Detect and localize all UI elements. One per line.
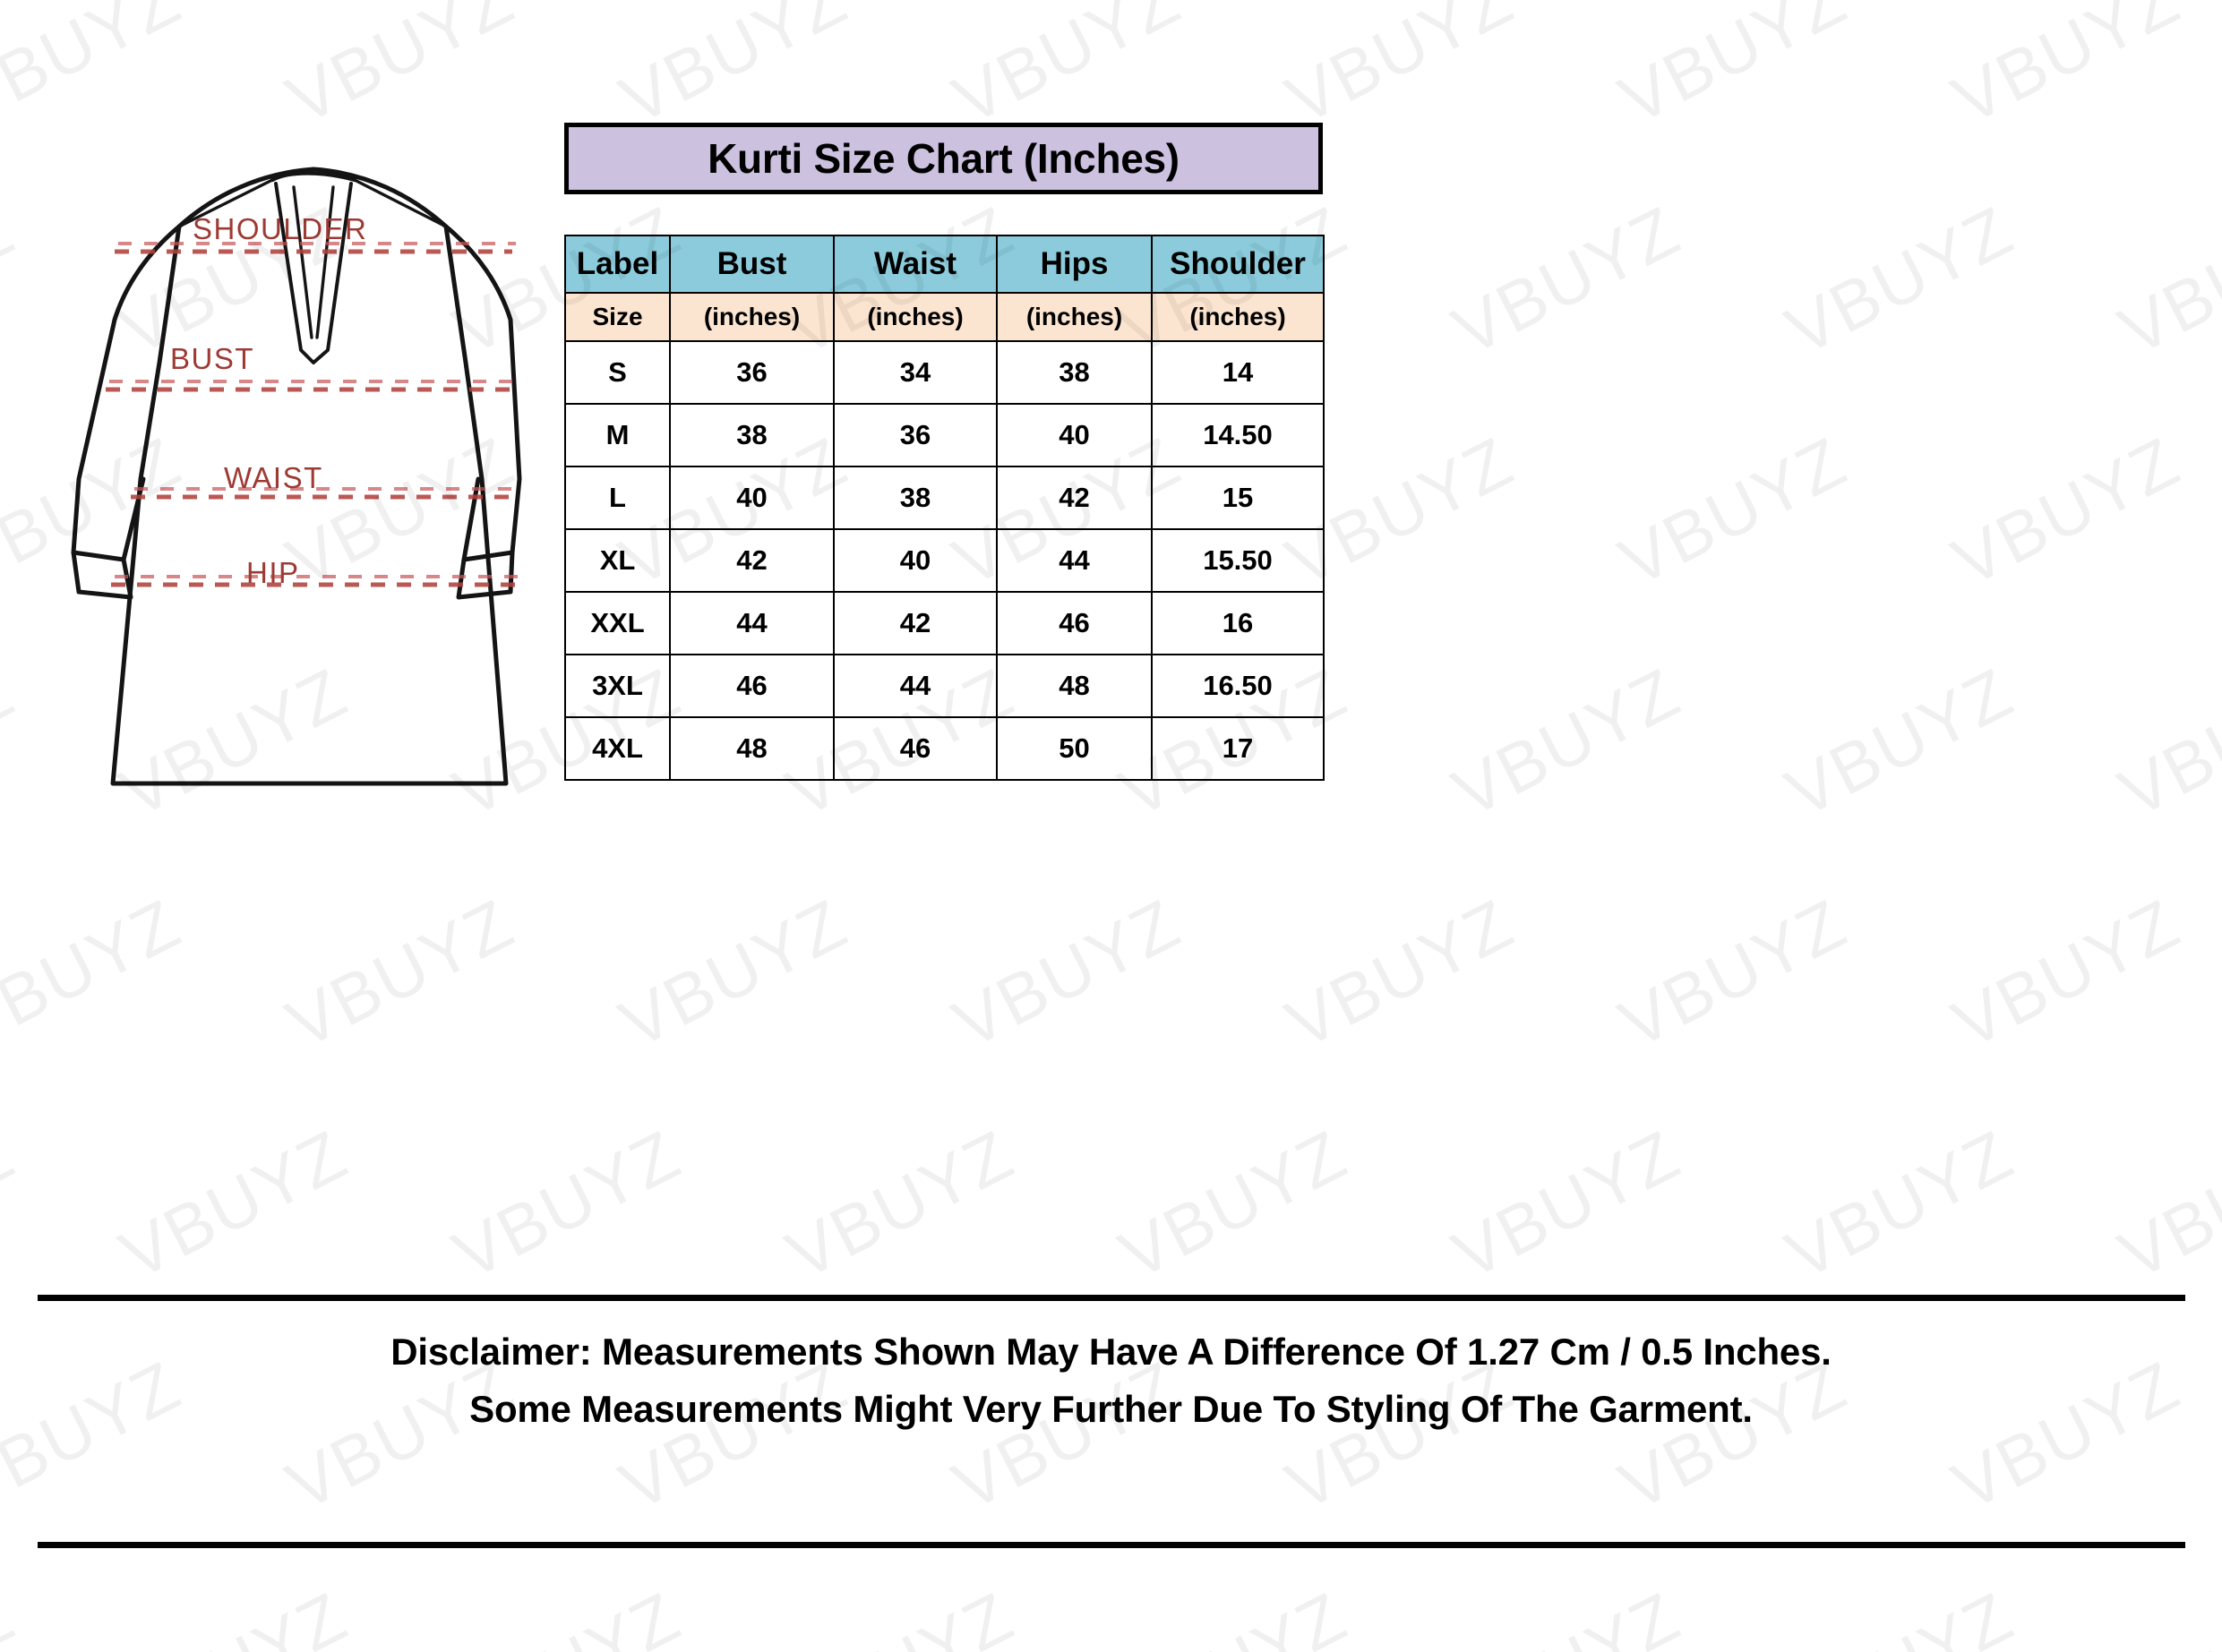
- cell-shoulder: 15.50: [1151, 528, 1325, 593]
- page-title: Kurti Size Chart (Inches): [708, 135, 1180, 182]
- cell-bust: 48: [669, 716, 835, 781]
- table-row: M 38 36 40 14.50: [564, 403, 1325, 467]
- table-row: XL 42 40 44 15.50: [564, 528, 1325, 593]
- cell-bust: 40: [669, 466, 835, 530]
- measure-label-hip: HIP: [246, 556, 300, 589]
- table-row: L 40 38 42 15: [564, 466, 1325, 530]
- cell-shoulder: 15: [1151, 466, 1325, 530]
- cell-waist: 40: [833, 528, 998, 593]
- table-header-row: Label Bust Waist Hips Shoulder: [564, 235, 1325, 294]
- column-header-label: Label: [564, 235, 671, 294]
- divider-bottom: [38, 1542, 2185, 1548]
- cell-hips: 50: [996, 716, 1153, 781]
- table-row: S 36 34 38 14: [564, 340, 1325, 405]
- subheader-bust-units: (inches): [669, 292, 835, 342]
- cell-waist: 34: [833, 340, 998, 405]
- cell-bust: 46: [669, 654, 835, 718]
- column-header-hips: Hips: [996, 235, 1153, 294]
- cell-shoulder: 16: [1151, 591, 1325, 655]
- divider-top: [38, 1295, 2185, 1301]
- cell-hips: 40: [996, 403, 1153, 467]
- cell-shoulder: 14.50: [1151, 403, 1325, 467]
- table-subheader-row: Size (inches) (inches) (inches) (inches): [564, 292, 1325, 342]
- table-head: Label Bust Waist Hips Shoulder Size (inc…: [564, 235, 1325, 342]
- column-header-waist: Waist: [833, 235, 998, 294]
- cell-size: 4XL: [564, 716, 671, 781]
- cell-waist: 46: [833, 716, 998, 781]
- cell-hips: 42: [996, 466, 1153, 530]
- cell-size: XL: [564, 528, 671, 593]
- table-row: 4XL 48 46 50 17: [564, 716, 1325, 781]
- cell-hips: 46: [996, 591, 1153, 655]
- table-row: XXL 44 42 46 16: [564, 591, 1325, 655]
- disclaimer-line-2: Some Measurements Might Very Further Due…: [469, 1388, 1753, 1430]
- cell-hips: 44: [996, 528, 1153, 593]
- subheader-shoulder-units: (inches): [1151, 292, 1325, 342]
- kurti-illustration: SHOULDER BUST WAIST HIP: [54, 94, 537, 810]
- cell-size: XXL: [564, 591, 671, 655]
- cell-shoulder: 16.50: [1151, 654, 1325, 718]
- disclaimer-line-1: Disclaimer: Measurements Shown May Have …: [390, 1331, 1832, 1373]
- cell-hips: 48: [996, 654, 1153, 718]
- cell-bust: 36: [669, 340, 835, 405]
- subheader-waist-units: (inches): [833, 292, 998, 342]
- cell-bust: 44: [669, 591, 835, 655]
- cell-shoulder: 17: [1151, 716, 1325, 781]
- chart-title-banner: Kurti Size Chart (Inches): [564, 123, 1323, 194]
- measure-label-shoulder: SHOULDER: [193, 212, 368, 245]
- measure-label-bust: BUST: [170, 342, 255, 375]
- measure-label-waist: WAIST: [224, 461, 323, 494]
- cell-size: M: [564, 403, 671, 467]
- cell-bust: 38: [669, 403, 835, 467]
- subheader-hips-units: (inches): [996, 292, 1153, 342]
- cell-size: S: [564, 340, 671, 405]
- cell-waist: 38: [833, 466, 998, 530]
- disclaimer-block: Disclaimer: Measurements Shown May Have …: [0, 1323, 2222, 1438]
- cell-size: 3XL: [564, 654, 671, 718]
- size-chart-table: Label Bust Waist Hips Shoulder Size (inc…: [564, 235, 1325, 781]
- cell-bust: 42: [669, 528, 835, 593]
- cell-shoulder: 14: [1151, 340, 1325, 405]
- subheader-size: Size: [564, 292, 671, 342]
- cell-hips: 38: [996, 340, 1153, 405]
- cell-waist: 44: [833, 654, 998, 718]
- column-header-bust: Bust: [669, 235, 835, 294]
- cell-waist: 42: [833, 591, 998, 655]
- column-header-shoulder: Shoulder: [1151, 235, 1325, 294]
- kurti-sketch-svg: [71, 167, 530, 786]
- cell-waist: 36: [833, 403, 998, 467]
- cell-size: L: [564, 466, 671, 530]
- table-body: S 36 34 38 14 M 38 36 40 14.50 L 40 38: [564, 340, 1325, 781]
- size-table-container: Label Bust Waist Hips Shoulder Size (inc…: [564, 235, 1325, 781]
- table-row: 3XL 46 44 48 16.50: [564, 654, 1325, 718]
